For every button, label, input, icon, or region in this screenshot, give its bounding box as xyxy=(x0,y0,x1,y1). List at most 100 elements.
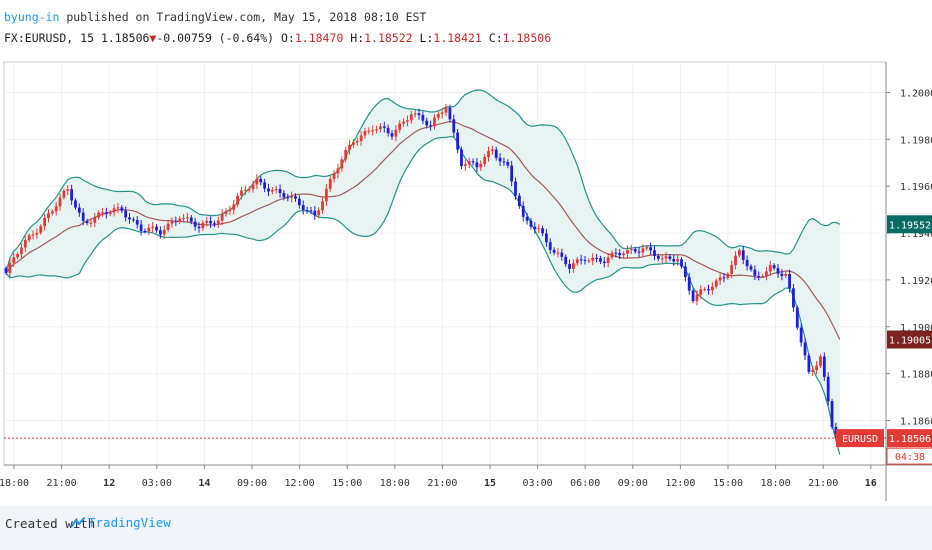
candle-body[interactable] xyxy=(564,256,568,265)
candle-body[interactable] xyxy=(807,355,811,372)
candle-body[interactable] xyxy=(521,206,525,217)
candle-body[interactable] xyxy=(610,252,614,258)
candle-body[interactable] xyxy=(444,107,448,113)
candle-body[interactable] xyxy=(822,356,826,377)
candle-body[interactable] xyxy=(209,220,212,224)
candle-body[interactable] xyxy=(162,229,166,235)
candle-body[interactable] xyxy=(344,149,348,160)
candle-body[interactable] xyxy=(62,190,66,198)
candle-body[interactable] xyxy=(220,213,224,221)
candle-body[interactable] xyxy=(456,132,460,150)
candle-body[interactable] xyxy=(637,251,641,253)
candle-body[interactable] xyxy=(514,181,517,196)
candle-body[interactable] xyxy=(730,265,734,274)
candle-body[interactable] xyxy=(363,131,367,136)
candle-body[interactable] xyxy=(317,210,321,216)
candle-body[interactable] xyxy=(826,376,830,402)
candle-body[interactable] xyxy=(116,207,120,209)
candle-body[interactable] xyxy=(43,217,46,227)
candle-body[interactable] xyxy=(803,342,807,356)
candle-body[interactable] xyxy=(186,217,189,219)
candle-body[interactable] xyxy=(379,126,382,130)
candle-body[interactable] xyxy=(23,240,27,248)
candle-body[interactable] xyxy=(402,121,405,124)
candle-body[interactable] xyxy=(216,220,220,225)
candle-body[interactable] xyxy=(710,286,714,291)
candle-body[interactable] xyxy=(738,250,741,256)
candle-body[interactable] xyxy=(355,141,359,143)
candle-body[interactable] xyxy=(502,161,506,163)
candle-body[interactable] xyxy=(131,219,135,221)
candle-body[interactable] xyxy=(479,163,483,168)
candle-body[interactable] xyxy=(691,290,695,302)
candle-body[interactable] xyxy=(811,369,815,372)
candle-body[interactable] xyxy=(572,263,575,269)
candle-body[interactable] xyxy=(390,133,394,137)
candle-body[interactable] xyxy=(309,210,313,212)
candle-body[interactable] xyxy=(417,113,421,116)
candle-body[interactable] xyxy=(765,271,768,277)
candle-body[interactable] xyxy=(537,228,541,230)
candle-body[interactable] xyxy=(695,294,699,302)
candle-body[interactable] xyxy=(189,217,193,222)
candle-body[interactable] xyxy=(614,252,618,254)
candle-body[interactable] xyxy=(367,130,371,132)
candle-body[interactable] xyxy=(722,277,726,279)
candle-body[interactable] xyxy=(487,151,490,157)
candle-body[interactable] xyxy=(595,257,598,259)
candle-body[interactable] xyxy=(718,277,722,281)
candle-body[interactable] xyxy=(471,161,475,163)
candle-body[interactable] xyxy=(382,126,386,128)
candle-body[interactable] xyxy=(406,120,409,122)
candle-body[interactable] xyxy=(321,201,324,211)
candle-body[interactable] xyxy=(359,135,363,142)
candle-body[interactable] xyxy=(8,262,12,273)
candle-body[interactable] xyxy=(703,289,707,291)
candle-body[interactable] xyxy=(734,255,737,266)
candle-body[interactable] xyxy=(548,242,552,250)
candle-body[interactable] xyxy=(448,107,452,120)
candle-body[interactable] xyxy=(656,255,660,259)
candle-body[interactable] xyxy=(166,223,170,230)
candle-body[interactable] xyxy=(768,265,772,272)
candle-body[interactable] xyxy=(124,210,128,218)
candle-body[interactable] xyxy=(761,276,764,278)
candle-body[interactable] xyxy=(741,250,745,260)
candle-body[interactable] xyxy=(687,277,691,291)
candle-body[interactable] xyxy=(672,258,676,262)
candle-body[interactable] xyxy=(251,184,255,190)
candle-body[interactable] xyxy=(182,217,185,219)
candle-body[interactable] xyxy=(128,217,131,220)
candle-body[interactable] xyxy=(680,259,683,267)
candle-body[interactable] xyxy=(421,115,425,121)
candle-body[interactable] xyxy=(47,213,50,218)
candle-body[interactable] xyxy=(101,212,104,214)
candle-body[interactable] xyxy=(243,189,247,191)
candle-body[interactable] xyxy=(255,178,259,185)
candle-body[interactable] xyxy=(398,123,402,130)
tradingview-brand-link[interactable]: TradingView xyxy=(71,515,171,530)
candle-body[interactable] xyxy=(645,247,649,249)
candle-body[interactable] xyxy=(159,230,162,235)
candle-body[interactable] xyxy=(348,144,351,150)
candle-body[interactable] xyxy=(653,250,656,256)
symbol-interval[interactable]: FX:EURUSD, 15 xyxy=(4,31,95,45)
candle-body[interactable] xyxy=(301,205,305,210)
candle-body[interactable] xyxy=(579,259,583,261)
candle-body[interactable] xyxy=(498,157,502,162)
candle-body[interactable] xyxy=(467,161,471,165)
candle-body[interactable] xyxy=(425,120,429,126)
candle-body[interactable] xyxy=(413,113,417,115)
candle-body[interactable] xyxy=(77,207,81,213)
candle-body[interactable] xyxy=(506,162,510,166)
candle-body[interactable] xyxy=(263,182,267,189)
candle-body[interactable] xyxy=(228,209,232,212)
candle-body[interactable] xyxy=(81,212,85,221)
candle-body[interactable] xyxy=(726,273,730,278)
candle-body[interactable] xyxy=(683,266,687,278)
candle-body[interactable] xyxy=(440,112,444,114)
candle-body[interactable] xyxy=(707,289,710,291)
candle-body[interactable] xyxy=(541,228,544,234)
candle-body[interactable] xyxy=(205,220,209,223)
candle-body[interactable] xyxy=(394,129,398,137)
